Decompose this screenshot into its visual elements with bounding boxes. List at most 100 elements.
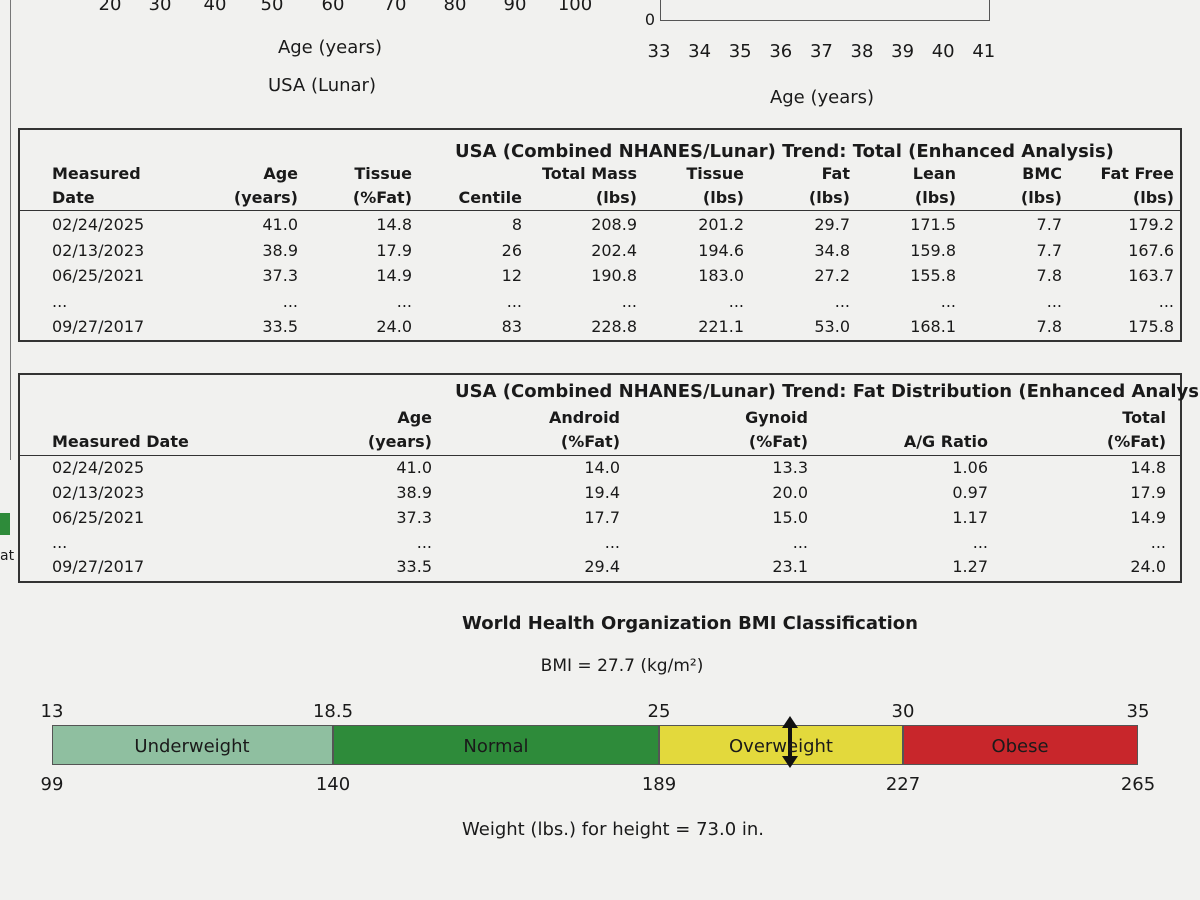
table-cell: 02/13/2023: [52, 241, 145, 260]
table-cell: 29.4: [584, 557, 620, 576]
x-axis-label: Age (years): [277, 37, 383, 58]
column-header: Android: [548, 408, 620, 427]
bmi-marker: [782, 716, 798, 768]
table-cell: 171.5: [910, 215, 956, 234]
column-header: Fat Free: [1100, 164, 1174, 183]
table-cell: 37.3: [396, 508, 432, 527]
table-cell: 201.2: [698, 215, 744, 234]
x-tick-label: 35: [728, 41, 752, 62]
table-cell: ...: [1150, 533, 1166, 552]
table-cell: 13.3: [772, 458, 808, 477]
table-cell: 163.7: [1128, 266, 1174, 285]
reference-label: USA (Lunar): [268, 75, 376, 96]
table-cell: ...: [282, 292, 298, 311]
table-cell: 17.7: [584, 508, 620, 527]
table-cell: 14.0: [584, 458, 620, 477]
column-header: Total: [1122, 408, 1166, 427]
table-cell: 7.7: [1036, 241, 1062, 260]
segment-label: Obese: [991, 736, 1049, 757]
bmi-tick-label: 13: [40, 701, 64, 722]
table-cell: 159.8: [910, 241, 956, 260]
column-header: Age: [263, 164, 298, 183]
bmi-tick-label: 30: [891, 701, 915, 722]
table-cell: 23.1: [772, 557, 808, 576]
bmi-tick-label: 25: [647, 701, 671, 722]
table-cell: 167.6: [1128, 241, 1174, 260]
table-cell: 26: [501, 241, 522, 260]
column-header: Total Mass: [541, 164, 637, 183]
x-tick-label: 38: [850, 41, 874, 62]
marker-arrow: [782, 716, 798, 768]
table-cell: ...: [621, 292, 637, 311]
weight-tick-label: 265: [1120, 774, 1156, 795]
table-cell: 02/24/2025: [52, 458, 145, 477]
x-tick-label: 20: [98, 0, 122, 15]
table-cell: 12: [501, 266, 522, 285]
table-cell: 09/27/2017: [52, 317, 145, 336]
x-tick-label: 37: [809, 41, 833, 62]
side-legend-swatch: [0, 513, 10, 535]
weight-tick-label: 189: [641, 774, 677, 795]
table-cell: 14.9: [376, 266, 412, 285]
table-cell: 37.3: [262, 266, 298, 285]
segment-underweight: [52, 725, 333, 765]
table-cell: 14.9: [1130, 508, 1166, 527]
column-header: Fat: [821, 164, 850, 183]
table-cell: ...: [1158, 292, 1174, 311]
bmi-tick-label: 18.5: [312, 701, 354, 722]
table-cell: ...: [52, 292, 68, 311]
x-tick-label: 90: [503, 0, 527, 15]
x-tick-label: 60: [321, 0, 345, 15]
column-header: (%Fat): [1106, 432, 1166, 451]
table-cell: 02/24/2025: [52, 215, 145, 234]
x-tick-label: 34: [688, 41, 712, 62]
table-cell: 17.9: [1130, 483, 1166, 502]
segment-obese: [903, 725, 1138, 765]
bmi-tick-label: 35: [1126, 701, 1150, 722]
column-header: Centile: [458, 188, 522, 207]
table-cell: 155.8: [910, 266, 956, 285]
x-tick-label: 39: [891, 41, 915, 62]
column-header: (years): [233, 188, 298, 207]
table-cell: 41.0: [396, 458, 432, 477]
table-cell: 0.97: [952, 483, 988, 502]
column-header: Age: [397, 408, 432, 427]
table-cell: 7.8: [1036, 266, 1062, 285]
table-cell: 09/27/2017: [52, 557, 145, 576]
x-tick-label: 50: [260, 0, 284, 15]
table-cell: 202.4: [591, 241, 637, 260]
x-tick-label: 36: [769, 41, 793, 62]
x-tick-label: 41: [972, 41, 996, 62]
table-cell: 1.06: [952, 458, 988, 477]
segment-label: Overweight: [729, 736, 833, 757]
column-header: Lean: [912, 164, 956, 183]
bmi-title: World Health Organization BMI Classifica…: [462, 613, 918, 634]
table-cell: 15.0: [772, 508, 808, 527]
y-tick-label: 0: [644, 10, 655, 29]
column-header: Date: [52, 188, 95, 207]
table-cell: 02/13/2023: [52, 483, 145, 502]
table-cell: 41.0: [262, 215, 298, 234]
segment-normal: [333, 725, 659, 765]
page-border: [10, 0, 11, 460]
table-cell: 06/25/2021: [52, 508, 145, 527]
x-tick-label: 40: [931, 41, 955, 62]
table-cell: 179.2: [1128, 215, 1174, 234]
weight-tick-label: 99: [40, 774, 64, 795]
column-header: (%Fat): [352, 188, 412, 207]
table-cell: 83: [501, 317, 522, 336]
x-tick-label: 40: [203, 0, 227, 15]
table-cell: 183.0: [698, 266, 744, 285]
column-header: (lbs): [914, 188, 956, 207]
table-cell: 7.8: [1036, 317, 1062, 336]
table-cell: 19.4: [584, 483, 620, 502]
table-cell: ...: [728, 292, 744, 311]
table-cell: 14.8: [1130, 458, 1166, 477]
weight-footer: Weight (lbs.) for height = 73.0 in.: [462, 819, 765, 840]
column-header: (lbs): [595, 188, 637, 207]
table-cell: 194.6: [698, 241, 744, 260]
column-header: (lbs): [702, 188, 744, 207]
table-cell: 24.0: [376, 317, 412, 336]
table-cell: 20.0: [772, 483, 808, 502]
x-tick-label: 80: [443, 0, 467, 15]
